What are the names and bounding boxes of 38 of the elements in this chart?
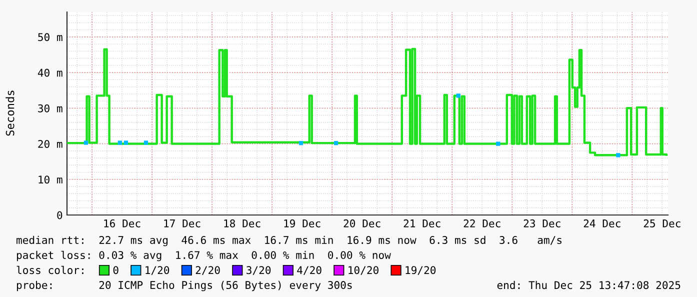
x-tick-label: 18 Dec: [224, 219, 260, 228]
point: [84, 140, 88, 145]
legend-label: 4/20: [297, 266, 322, 275]
x-tick-label: 22 Dec: [464, 219, 500, 228]
text: median rtt: 22.7 ms avg 46.6 ms max 16.7 ms min 16.9 ms now 6.3 ms sd 3.6 am/s: [16, 236, 562, 246]
legend-label: 1/20: [146, 266, 170, 275]
y-tick-label: 40 m: [38, 68, 62, 77]
y-tick-label: 30 m: [38, 104, 62, 112]
x-tick-label: 16 Dec: [104, 219, 140, 228]
x-tick-label: 25 Dec: [644, 219, 680, 228]
legend-label: 10/20: [348, 266, 378, 275]
legend-label: 2/20: [196, 266, 220, 275]
point: [456, 94, 460, 98]
x-tick-label: 24 Dec: [584, 219, 620, 228]
x-tick-label: 19 Dec: [284, 219, 320, 228]
y-tick-label: 0: [57, 211, 62, 220]
text: packet loss: 0.03 % avg 1.67 % max 0.00 % min 0.00 % now: [16, 250, 391, 262]
x-tick-label: 20 Dec: [344, 219, 380, 228]
text: end: Thu Dec 25 13:47:08 2025: [497, 280, 680, 290]
x-tick-label: 23 Dec: [524, 219, 560, 228]
point: [334, 140, 338, 146]
point: [118, 140, 122, 145]
point: [144, 140, 148, 145]
y-axis-title: Seconds: [6, 90, 14, 136]
point: [616, 153, 620, 158]
text: probe: 20 ICMP Echo Pings (56 Bytes) every 300s: [16, 280, 352, 292]
y-tick-label: 20 m: [38, 140, 62, 148]
y-tick-label: 10 m: [38, 176, 62, 184]
legend-label: 3/20: [246, 266, 271, 275]
legend-title: loss color:: [16, 266, 84, 274]
point: [496, 142, 500, 146]
legend-label: 0: [113, 266, 118, 274]
point: [298, 140, 304, 146]
x-tick-label: 21 Dec: [404, 219, 440, 228]
x-tick-label: 17 Dec: [164, 220, 200, 228]
point: [124, 140, 128, 145]
legend-label: 19/20: [406, 266, 436, 275]
y-tick-label: 50 m: [38, 33, 62, 42]
